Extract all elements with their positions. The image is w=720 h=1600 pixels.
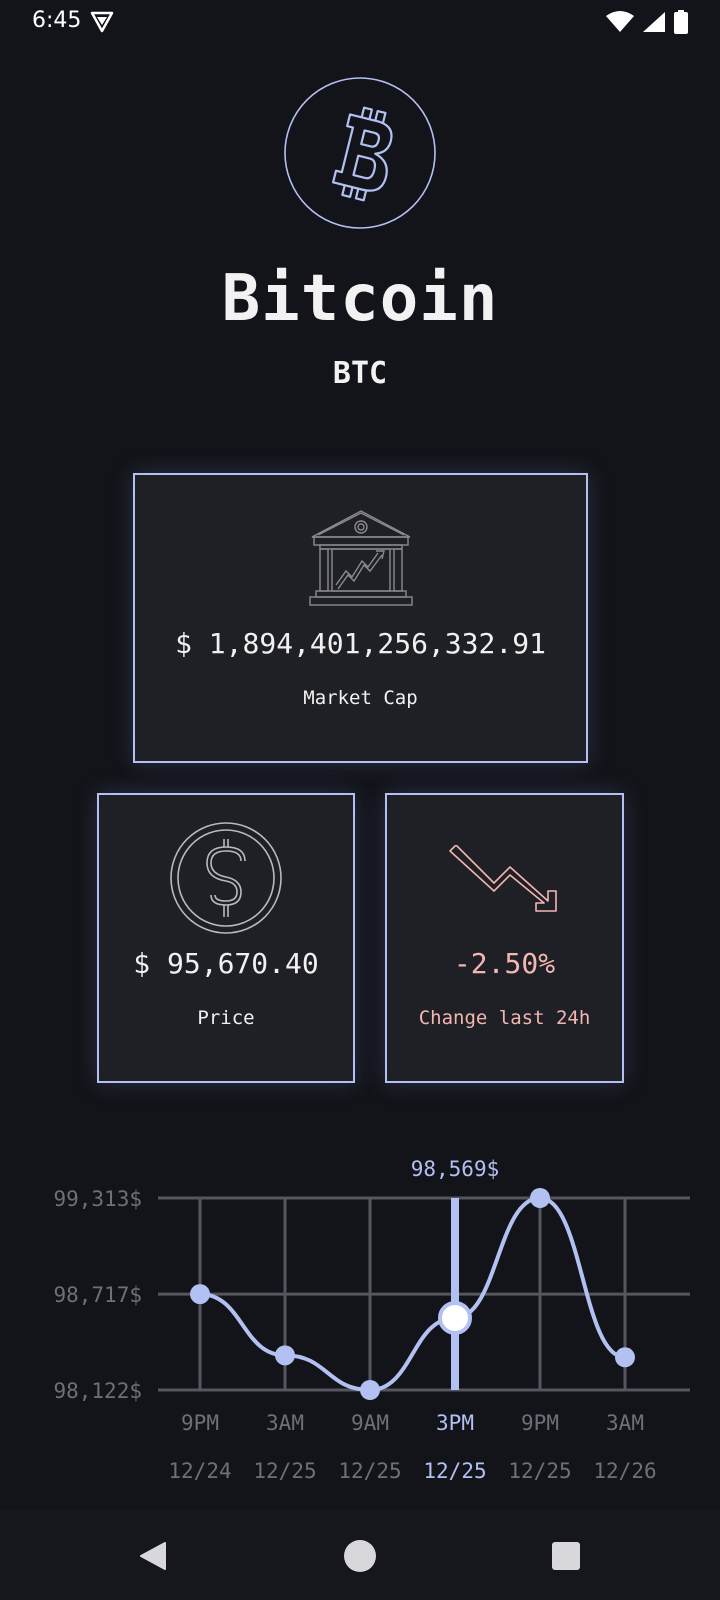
data-point	[275, 1345, 295, 1366]
x-tick-label-date: 12/24	[168, 1459, 231, 1483]
status-time: 6:45	[32, 8, 82, 33]
battery-icon	[674, 10, 688, 38]
x-tick-label-time: 3AM	[266, 1411, 304, 1435]
x-tick-label-time: 3PM	[436, 1411, 474, 1435]
x-tick-label-date: 12/26	[593, 1459, 656, 1483]
dollar-coin-icon	[169, 821, 283, 939]
x-tick-label-time: 9PM	[521, 1411, 559, 1435]
signal-icon	[642, 11, 666, 37]
wifi-icon	[606, 11, 634, 37]
price-chart[interactable]: 99,313$ 98,717$ 98,122$ 98,569$ 9PM 12/24 3AM 1…	[0, 1140, 720, 1490]
price-card: $ 95,670.40 Price	[97, 793, 355, 1083]
navigation-bar	[0, 1510, 720, 1600]
market-cap-value: $ 1,894,401,256,332.91	[175, 627, 546, 660]
data-point	[190, 1284, 210, 1305]
selected-value-label: 98,569$	[411, 1157, 500, 1181]
status-bar: 6:45	[0, 0, 720, 46]
x-tick-label-date: 12/25	[423, 1459, 486, 1483]
x-tick-label-date: 12/25	[253, 1459, 316, 1483]
x-tick-label-date: 12/25	[338, 1459, 401, 1483]
data-point	[360, 1380, 380, 1400]
recents-icon[interactable]	[544, 1534, 588, 1578]
y-tick-label: 98,717$	[53, 1283, 142, 1307]
x-tick-label-time: 3AM	[606, 1411, 644, 1435]
y-tick-label: 99,313$	[53, 1187, 142, 1211]
back-icon[interactable]	[132, 1534, 176, 1578]
change-label: Change last 24h	[418, 1007, 591, 1029]
market-cap-label: Market Cap	[303, 687, 418, 709]
x-tick-label-time: 9PM	[181, 1411, 219, 1435]
price-chart-svg[interactable]: 99,313$ 98,717$ 98,122$ 98,569$ 9PM 12/24 3AM 1…	[0, 1140, 720, 1490]
data-point	[530, 1188, 550, 1208]
y-tick-label: 98,122$	[53, 1379, 142, 1403]
bank-growth-icon	[306, 507, 416, 611]
trend-down-icon	[448, 844, 562, 919]
bitcoin-icon	[283, 76, 437, 230]
selected-data-point	[438, 1300, 472, 1335]
change-value: -2.50%	[453, 947, 556, 980]
vpn-icon	[90, 11, 114, 37]
x-tick-label-time: 9AM	[351, 1411, 389, 1435]
coin-symbol: BTC	[332, 356, 388, 391]
x-tick-label-date: 12/25	[508, 1459, 571, 1483]
home-icon[interactable]	[338, 1534, 382, 1578]
coin-name: Bitcoin	[221, 262, 499, 336]
price-label: Price	[197, 1007, 255, 1029]
market-cap-card: $ 1,894,401,256,332.91 Market Cap	[133, 473, 588, 763]
data-point	[615, 1347, 635, 1368]
change-card: -2.50% Change last 24h	[385, 793, 624, 1083]
price-value: $ 95,670.40	[133, 947, 319, 980]
